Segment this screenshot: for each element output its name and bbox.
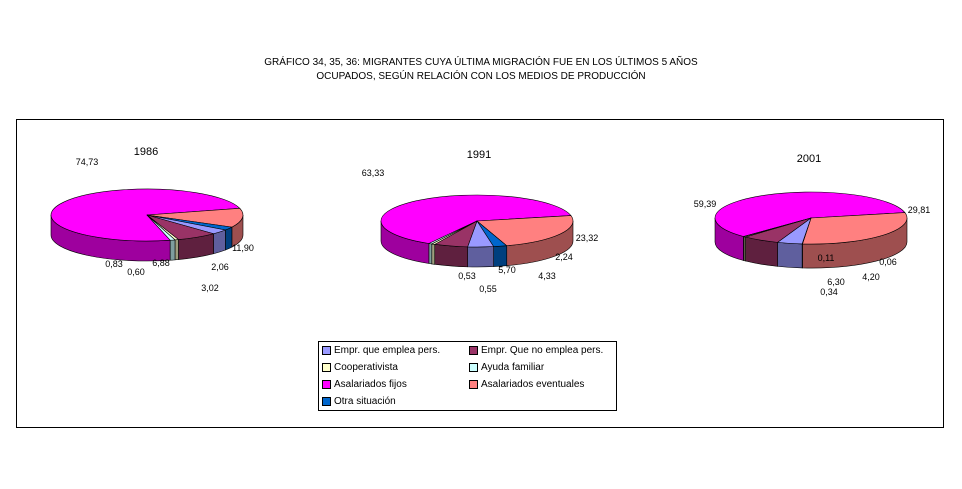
data-label-asal_fijos: 63,33	[362, 168, 385, 178]
legend-label: Otra situación	[334, 395, 396, 407]
pie-1991: 1991 63,33 23,322,24 4,33 5,700,550,53	[362, 149, 599, 294]
slice-asal_eventuales	[802, 212, 908, 245]
legend-swatch	[322, 396, 331, 406]
slice-asal_fijos	[50, 188, 241, 242]
pie-title: 2001	[797, 153, 821, 165]
data-label-empr_no_emplea: 6,30	[827, 277, 845, 287]
pie-side-otra	[225, 226, 233, 251]
pie-2001: 2001 59,39 29,81 0,06 4,20 6,300,34 0,11	[694, 153, 931, 297]
pie-1986: 1986 74,73 11,902,06 3,02 6,88 0,60 0,83	[50, 146, 254, 293]
data-label-asal_fijos: 74,73	[76, 157, 99, 167]
data-label-cooperativista: 0,34	[820, 287, 838, 297]
slice-asal_fijos	[714, 191, 906, 237]
legend-item-empr_emplea: Empr. que emplea pers.	[322, 343, 440, 357]
pie-side-empr_emplea	[777, 242, 803, 269]
pie-side-1986	[50, 214, 244, 262]
legend-item-asal_eventuales: Asalariados eventuales	[469, 377, 584, 391]
slice-ayuda_familiar	[146, 214, 176, 241]
data-label-otra: 0,06	[879, 257, 897, 267]
data-label-cooperativista: 0,55	[479, 284, 497, 294]
data-label-ayuda_familiar: 0,83	[105, 259, 123, 269]
slice-asal_fijos	[380, 194, 572, 244]
legend-swatch	[322, 345, 331, 355]
legend-item-cooperativista: Cooperativista	[322, 360, 398, 374]
chart-title: GRÁFICO 34, 35, 36: MIGRANTES CUYA ÚLTIM…	[0, 56, 962, 84]
data-label-asal_eventuales: 29,81	[908, 205, 931, 215]
legend-swatch	[322, 379, 331, 389]
pie-side-ayuda_familiar	[428, 243, 433, 265]
legend-label: Asalariados fijos	[334, 378, 407, 390]
legend-swatch	[469, 345, 478, 355]
chart-title-line2: OCUPADOS, SEGÚN RELACIÓN CON LOS MEDIOS …	[316, 71, 646, 82]
pie-title: 1986	[134, 146, 158, 158]
data-label-ayuda_familiar: 0,53	[458, 271, 476, 281]
slice-asal_eventuales	[146, 207, 244, 228]
pie-side-2001	[714, 217, 908, 269]
chart-title-line1: GRÁFICO 34, 35, 36: MIGRANTES CUYA ÚLTIM…	[264, 57, 698, 68]
pie-top-1991	[380, 194, 574, 248]
legend-swatch	[322, 362, 331, 372]
legend-label: Cooperativista	[334, 361, 398, 373]
data-label-asal_fijos: 59,39	[694, 199, 717, 209]
legend-label: Asalariados eventuales	[481, 378, 585, 390]
pie-side-empr_emplea	[467, 246, 494, 268]
legend-label: Empr. Que no emplea pers.	[481, 344, 604, 356]
legend-swatch	[469, 362, 478, 372]
data-label-empr_emplea: 4,33	[538, 271, 556, 281]
pie-side-otra	[493, 245, 508, 267]
data-label-empr_emplea: 4,20	[862, 272, 880, 282]
legend-item-otra: Otra situación	[322, 394, 396, 408]
legend-item-asal_fijos: Asalariados fijos	[322, 377, 407, 391]
data-label-ayuda_familiar: 0,11	[818, 253, 835, 263]
data-label-empr_no_emplea: 6,88	[152, 258, 170, 268]
pie-top-2001	[714, 191, 908, 245]
data-label-otra: 2,06	[211, 262, 229, 272]
slice-asal_eventuales	[476, 215, 574, 247]
pie-top-1986	[50, 188, 244, 242]
slice-ayuda_familiar	[427, 220, 478, 245]
pie-title: 1991	[467, 149, 491, 161]
legend-item-ayuda_familiar: Ayuda familiar	[469, 360, 544, 374]
pie-side-empr_no_emplea	[434, 244, 468, 268]
slice-ayuda_familiar	[742, 217, 812, 237]
data-label-empr_emplea: 3,02	[201, 283, 219, 293]
legend-item-empr_no_emplea: Empr. Que no emplea pers.	[469, 343, 603, 357]
data-label-asal_eventuales: 11,90	[232, 243, 254, 253]
data-label-otra: 2,24	[555, 252, 573, 262]
legend-label: Ayuda familiar	[481, 361, 545, 373]
pie-side-cooperativista	[174, 239, 179, 261]
data-label-asal_eventuales: 23,32	[576, 233, 599, 243]
legend-swatch	[469, 379, 478, 389]
data-label-empr_no_emplea: 5,70	[498, 265, 516, 275]
pie-side-ayuda_familiar	[169, 239, 176, 261]
pie-side-cooperativista	[431, 243, 436, 265]
data-label-cooperativista: 0,60	[127, 267, 145, 277]
legend-label: Empr. que emplea pers.	[334, 344, 441, 356]
legend: Empr. que emplea pers. Empr. Que no emple…	[318, 341, 617, 411]
